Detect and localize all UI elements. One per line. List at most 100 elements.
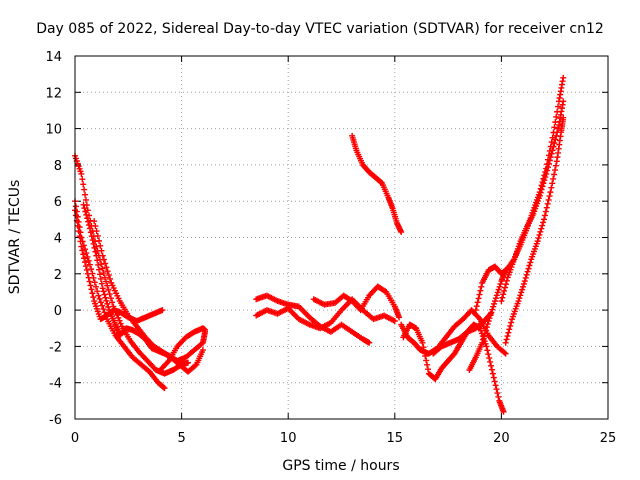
data-point-marker: [116, 317, 123, 324]
data-point-marker: [424, 366, 431, 373]
data-point-marker: [560, 74, 567, 81]
y-tick-label: -6: [49, 413, 62, 428]
data-point-marker: [490, 374, 497, 381]
data-point-marker: [495, 286, 502, 293]
data-point-marker: [537, 228, 544, 235]
data-point-marker: [488, 309, 495, 316]
plot-frame: [74, 55, 609, 420]
y-axis-label: SDTVAR / TECUs: [7, 180, 23, 295]
data-point-marker: [98, 247, 105, 254]
data-point-marker: [520, 280, 527, 287]
data-point-marker: [520, 283, 527, 290]
data-point-marker: [97, 275, 104, 282]
data-point-marker: [486, 315, 493, 322]
data-point-marker: [519, 286, 526, 293]
data-point-marker: [76, 233, 83, 240]
data-point-marker: [516, 295, 523, 302]
data-point-marker: [83, 211, 90, 218]
data-point-marker: [96, 266, 103, 273]
data-point-marker: [86, 225, 93, 232]
data-point-marker: [544, 164, 551, 171]
data-point-marker: [419, 339, 426, 346]
data-point-marker: [421, 348, 428, 355]
data-point-marker: [91, 279, 98, 286]
data-point-marker: [106, 291, 113, 298]
data-point-marker: [548, 139, 555, 146]
data-point-marker: [79, 247, 86, 254]
data-point-marker: [99, 252, 106, 259]
data-point-marker: [107, 295, 114, 302]
data-point-marker: [483, 324, 490, 331]
data-point-marker: [484, 347, 491, 354]
data-point-marker: [89, 237, 96, 244]
y-tick-label: 8: [54, 159, 62, 174]
data-point-marker: [494, 289, 501, 296]
data-point-marker: [159, 307, 166, 314]
data-point-marker: [502, 281, 509, 288]
data-point-marker: [72, 203, 79, 210]
y-tick-label: 2: [54, 268, 62, 283]
data-point-marker: [483, 343, 490, 350]
data-point-marker: [102, 294, 109, 301]
data-point-marker: [546, 193, 553, 200]
data-point-marker: [82, 208, 89, 215]
data-point-marker: [552, 167, 559, 174]
data-point-marker: [115, 314, 122, 321]
data-point-marker: [552, 162, 559, 169]
data-point-marker: [88, 266, 95, 273]
data-point-marker: [96, 271, 103, 278]
data-point-marker: [545, 196, 552, 203]
data-point-marker: [91, 218, 98, 225]
data-point-marker: [100, 288, 107, 295]
data-point-marker: [84, 215, 91, 222]
series-arc-4: [80, 201, 209, 364]
data-point-marker: [492, 382, 499, 389]
data-point-marker: [505, 329, 512, 336]
data-point-marker: [105, 286, 112, 293]
data-point-marker: [542, 208, 549, 215]
series-arc-16: [498, 98, 567, 305]
data-point-marker: [85, 257, 92, 264]
data-point-marker: [488, 366, 495, 373]
data-point-marker: [543, 170, 550, 177]
data-point-marker: [164, 359, 171, 366]
data-point-marker: [504, 333, 511, 340]
x-tick-label: 10: [280, 431, 297, 446]
data-point-marker: [80, 181, 87, 188]
data-point-marker: [72, 212, 79, 219]
data-point-marker: [78, 170, 85, 177]
data-point-marker: [548, 184, 555, 191]
data-point-marker: [541, 177, 548, 184]
data-point-marker: [479, 339, 486, 346]
data-point-marker: [485, 317, 492, 324]
data-point-marker: [544, 200, 551, 207]
series-arc-11: [398, 307, 509, 357]
data-point-marker: [495, 393, 502, 400]
x-tick-label: 25: [600, 431, 617, 446]
data-point-marker: [494, 390, 501, 397]
data-point-marker: [391, 317, 398, 324]
data-point-marker: [544, 167, 551, 174]
data-point-marker: [75, 228, 82, 235]
data-point-marker: [503, 336, 510, 343]
data-point-marker: [478, 283, 485, 290]
series-arc-15: [472, 74, 567, 314]
data-point-marker: [86, 278, 93, 285]
data-point-marker: [489, 370, 496, 377]
x-axis-label: GPS time / hours: [282, 458, 399, 474]
data-point-marker: [93, 252, 100, 259]
data-point-marker: [105, 303, 112, 310]
data-point-marker: [560, 114, 567, 121]
data-point-marker: [499, 294, 506, 301]
data-point-marker: [192, 362, 199, 369]
data-point-marker: [84, 253, 91, 260]
data-point-marker: [80, 201, 87, 208]
data-point-marker: [540, 180, 547, 187]
y-tick-label: -2: [49, 340, 62, 355]
data-point-marker: [81, 255, 88, 262]
data-point-marker: [93, 228, 100, 235]
data-point-marker: [98, 280, 105, 287]
data-point-marker: [475, 295, 482, 302]
data-point-marker: [199, 347, 206, 354]
data-point-marker: [80, 251, 87, 258]
